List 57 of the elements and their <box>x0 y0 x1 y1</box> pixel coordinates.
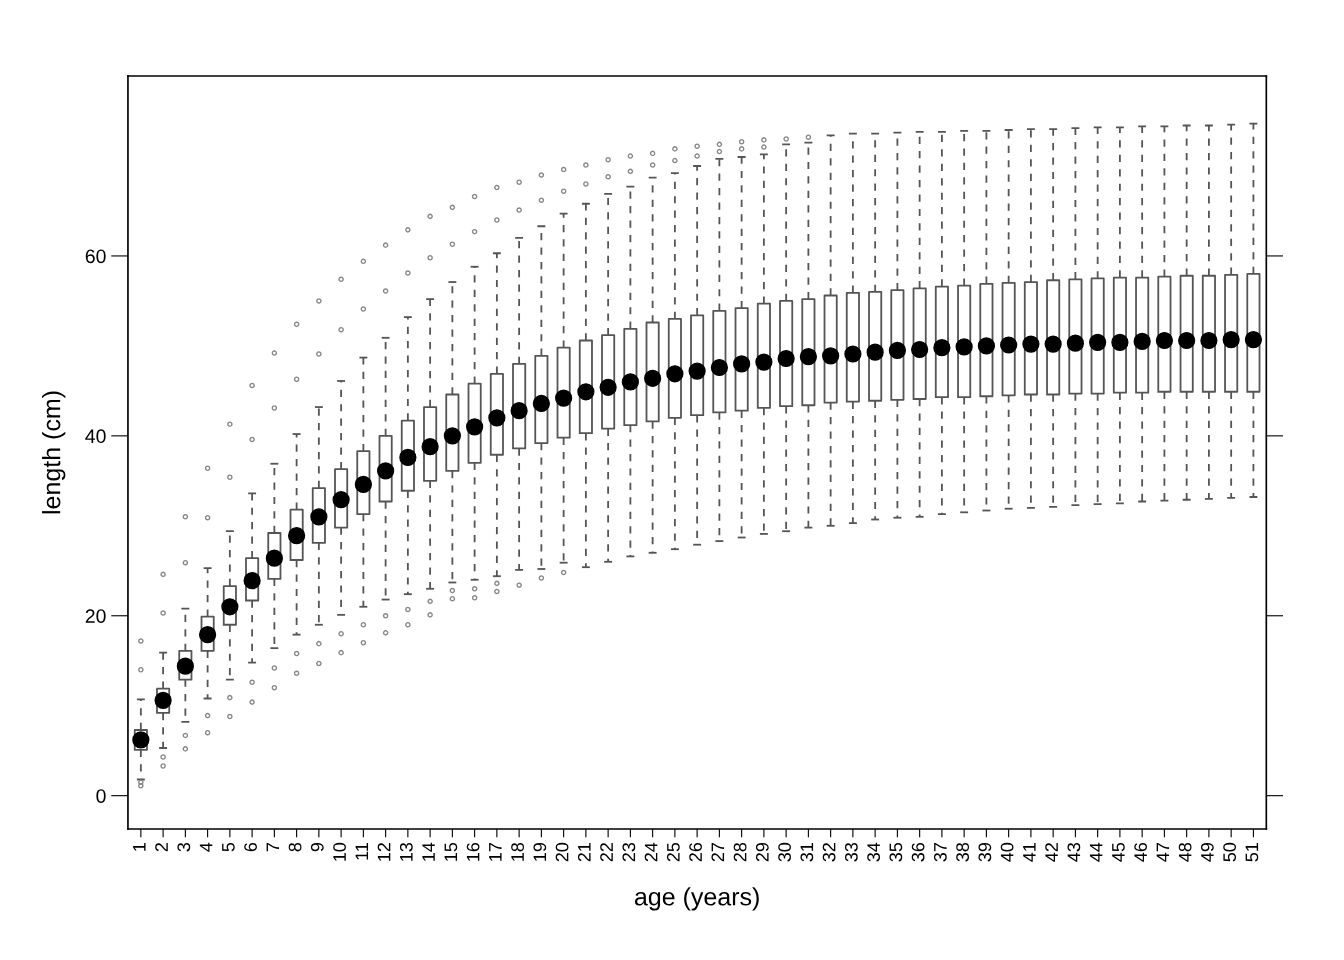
x-tick-label: 26 <box>689 842 702 862</box>
x-tick-label: 23 <box>622 842 636 862</box>
x-tick-label: 7 <box>266 843 280 852</box>
x-tick-label: 12 <box>377 843 391 861</box>
x-tick-label: 29 <box>755 843 769 862</box>
x-tick-label: 18 <box>511 842 524 861</box>
x-tick-label: 35 <box>889 842 903 862</box>
x-tick-label: 5 <box>222 842 235 852</box>
x-tick-label: 42 <box>1045 843 1058 862</box>
x-tick-label: 47 <box>1156 843 1170 862</box>
x-tick-label: 21 <box>577 843 591 862</box>
x-tick-label: 28 <box>733 842 747 862</box>
x-tick-label: 31 <box>800 843 814 862</box>
x-tick-label: 51 <box>1245 843 1259 862</box>
x-tick-label: 22 <box>600 843 613 862</box>
x-tick-label: 41 <box>1023 843 1036 862</box>
x-tick-label: 19 <box>533 843 547 861</box>
x-tick-label: 46 <box>1134 842 1147 862</box>
x-tick-label: 44 <box>1089 842 1103 862</box>
x-tick-label: 9 <box>310 843 324 852</box>
x-tick-label: 4 <box>199 842 213 852</box>
x-tick-label: 40 <box>1000 842 1014 862</box>
y-tick-label: 60 <box>85 249 106 264</box>
x-tick-label: 34 <box>867 842 880 862</box>
x-tick-label: 8 <box>288 842 302 852</box>
x-tick-label: 20 <box>555 842 569 862</box>
x-tick-label: 25 <box>666 842 680 862</box>
x-tick-label: 10 <box>333 842 346 861</box>
x-tick-label: 30 <box>778 842 791 862</box>
x-tick-label: 16 <box>466 842 480 861</box>
y-tick-label: 0 <box>96 789 106 803</box>
x-tick-label: 38 <box>956 842 969 862</box>
x-tick-label: 37 <box>933 843 947 862</box>
x-tick-label: 1 <box>133 843 146 851</box>
x-tick-label: 33 <box>844 842 858 862</box>
x-tick-label: 15 <box>444 842 458 861</box>
y-tick-label: 40 <box>85 429 106 444</box>
x-tick-label: 50 <box>1223 842 1237 862</box>
x-tick-label: 24 <box>644 842 658 862</box>
y-tick-label: 20 <box>85 609 106 623</box>
x-axis-title: age (years) <box>634 887 759 911</box>
x-tick-label: 27 <box>711 843 725 862</box>
x-tick-label: 49 <box>1200 843 1214 862</box>
x-tick-label: 11 <box>355 843 369 860</box>
x-tick-label: 14 <box>422 842 435 861</box>
x-tick-label: 45 <box>1112 842 1125 862</box>
x-tick-label: 17 <box>489 843 502 861</box>
x-tick-label: 48 <box>1178 842 1192 862</box>
x-tick-label: 43 <box>1067 842 1081 862</box>
x-tick-label: 36 <box>911 842 925 862</box>
x-tick-label: 2 <box>155 843 168 852</box>
x-tick-label: 32 <box>822 843 836 862</box>
y-axis-title: length (cm) <box>42 391 66 514</box>
x-tick-label: 6 <box>244 842 257 852</box>
x-tick-label: 13 <box>399 842 413 861</box>
x-tick-label: 39 <box>978 843 992 862</box>
x-tick-label: 3 <box>177 842 191 852</box>
